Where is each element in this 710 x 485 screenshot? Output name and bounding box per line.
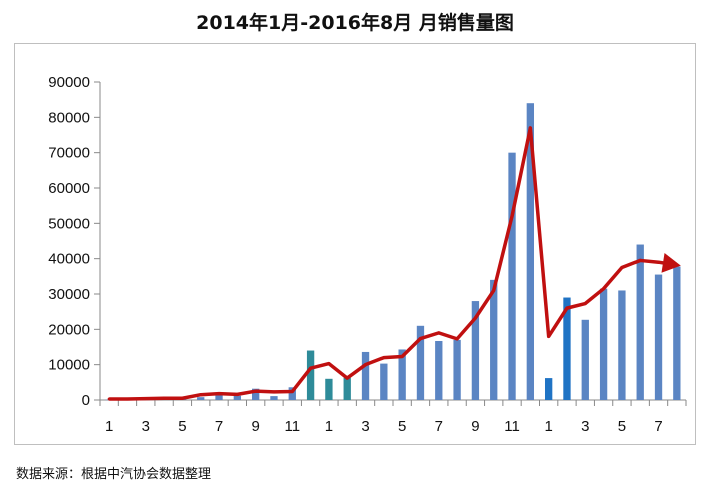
trend-point (400, 355, 404, 359)
x-tick-label: 9 (251, 418, 259, 435)
bar (435, 340, 443, 400)
bar (380, 363, 388, 400)
bar (306, 350, 315, 400)
bar (416, 325, 425, 400)
trend-point (473, 316, 477, 320)
trend-point (418, 337, 422, 341)
bar (215, 395, 223, 400)
y-tick-label: 30000 (48, 286, 90, 303)
trend-point (565, 306, 569, 310)
bar (636, 244, 644, 400)
trend-point (309, 366, 313, 370)
y-tick-label: 10000 (48, 357, 90, 374)
bar (398, 349, 406, 400)
trend-point (510, 214, 514, 218)
bar (654, 274, 663, 400)
bar (270, 396, 278, 400)
bar (453, 339, 461, 400)
x-tick-label: 3 (361, 418, 369, 435)
y-tick-label: 0 (82, 392, 90, 409)
bar (233, 395, 242, 400)
bar (490, 279, 498, 400)
x-tick-label: 5 (618, 418, 626, 435)
trend-arrowhead (661, 253, 681, 273)
bar (581, 319, 589, 400)
y-tick-label: 90000 (48, 74, 90, 91)
trend-point (125, 397, 129, 401)
source-note: 数据来源：根据中汽协会数据整理 (16, 467, 212, 482)
bar (508, 152, 516, 400)
y-tick-label: 50000 (48, 215, 90, 232)
x-tick-label: 9 (471, 418, 479, 435)
trend-point (382, 356, 386, 360)
x-tick-label: 7 (654, 418, 662, 435)
bar (251, 388, 260, 400)
trend-point (162, 396, 166, 400)
bar (563, 297, 571, 400)
bar (197, 397, 205, 400)
x-tick-label: 11 (284, 418, 300, 435)
chart-title: 2014年1月-2016年8月 月销售量图 (196, 12, 514, 34)
trend-point (345, 376, 349, 380)
trend-point (602, 287, 606, 291)
trend-point (144, 397, 148, 401)
trend-point (492, 288, 496, 292)
trend-point (657, 260, 661, 264)
y-tick-label: 80000 (48, 109, 90, 126)
trend-point (107, 397, 111, 401)
bar (599, 288, 608, 400)
bar (526, 103, 535, 400)
bar (361, 351, 370, 400)
trend-point (455, 337, 459, 341)
y-tick-label: 40000 (48, 251, 90, 268)
trend-point (364, 363, 368, 367)
trend-line (109, 126, 678, 401)
bar (288, 387, 296, 400)
trend-point (217, 392, 221, 396)
y-tick-label: 70000 (48, 145, 90, 162)
trend-point (437, 331, 441, 335)
y-tick-label: 20000 (48, 321, 90, 338)
x-tick-label: 7 (215, 418, 223, 435)
x-tick-label: 3 (142, 418, 150, 435)
x-tick-label: 3 (581, 418, 589, 435)
trend-point (547, 334, 551, 338)
bar (325, 378, 333, 400)
bar (544, 378, 553, 400)
x-tick-label: 5 (398, 418, 406, 435)
x-tick-label: 7 (435, 418, 443, 435)
trend-point (272, 390, 276, 394)
x-tick-label: 1 (325, 418, 333, 435)
bar (471, 301, 480, 400)
bar (343, 377, 351, 400)
trend-point (638, 258, 642, 262)
y-tick-label: 60000 (48, 180, 90, 197)
trend-point (327, 362, 331, 366)
trend-point (620, 266, 624, 269)
x-tick-label: 11 (504, 418, 520, 435)
trend-point (528, 126, 532, 130)
trend-point (180, 396, 184, 400)
trend-point (583, 302, 587, 306)
trend-point (199, 393, 203, 397)
trend-point (290, 390, 294, 394)
x-tick-label: 1 (544, 418, 552, 435)
x-tick-label: 5 (178, 418, 186, 435)
trend-point (235, 392, 239, 396)
x-tick-label: 1 (105, 418, 113, 435)
bar (673, 266, 681, 400)
bar (618, 290, 626, 400)
trend-point (254, 389, 258, 393)
